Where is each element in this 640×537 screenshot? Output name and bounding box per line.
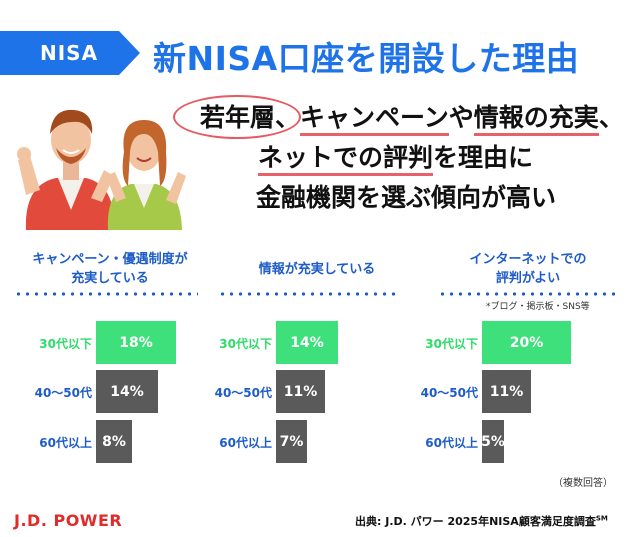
chart-title-1-line-2: 充実している [71,271,149,286]
source-text: 出典: J.D. パワー 2025年NISA顧客満足度調査 [355,515,596,528]
headline-reason: を理由に [433,143,534,172]
bar: 5% [481,420,505,463]
headline-comma: 、 [598,103,624,132]
chart-title-3-line-2: 評判がよい [495,271,561,286]
bar-value-label: 14% [290,334,324,351]
headline-line-3: 金融機関を選ぶ傾向が高い [256,183,557,212]
headline-ya: や [448,103,474,132]
page-title: 新NISA口座を開設した理由 [153,39,580,78]
headline: 若年層、キャンペーンや情報の充実、 ネットでの評判を理由に 金融機関を選ぶ傾向が… [173,95,628,218]
dotted-divider-3 [438,292,620,296]
bar: 8% [96,420,132,463]
jd-power-logo: J.D. POWER [14,511,123,530]
category-label: 60代以上 [39,436,92,450]
category-label: 60代以上 [425,436,478,450]
category-label: 40〜50代 [214,386,272,400]
nisa-banner: NISA [0,31,140,75]
bar-value-label: 11% [489,383,524,400]
chart-footnote: *ブログ・掲示板・SNS等 [486,302,590,312]
chart-title-2: 情報が充実している [217,260,417,279]
headline-line-2: ネットでの評判を理由に [198,138,628,178]
circle-highlight [173,95,301,139]
headline-info: 情報の充実 [473,103,599,136]
dotted-divider-1 [14,292,198,296]
category-label: 40〜50代 [420,386,478,400]
category-label: 30代以下 [425,337,478,351]
chart-title-1: キャンペーン・優遇制度が 充実している [10,250,210,288]
headline-campaign: キャンペーン [300,103,449,136]
category-label: 60代以上 [219,436,272,450]
people-illustration [17,109,186,230]
category-label: 30代以下 [219,337,272,351]
dotted-divider-2 [218,292,400,296]
bar-value-label: 5% [481,433,505,450]
bar-value-label: 20% [509,334,544,351]
bar-value-label: 8% [102,433,126,450]
bar: 11% [276,370,325,413]
bar-value-label: 11% [283,383,318,400]
category-label: 40〜50代 [34,386,92,400]
bar-value-label: 18% [119,334,153,351]
source-note: 出典: J.D. パワー 2025年NISA顧客満足度調査SM [355,513,608,529]
bar: 14% [96,370,158,413]
bar: 11% [482,370,531,413]
bar: 7% [276,420,307,463]
chart-title-3: インターネットでの 評判がよい [428,250,628,288]
multiple-answers-note: （複数回答） [553,478,613,489]
chart-title-3-line-1: インターネットでの [469,252,587,267]
service-mark: SM [595,514,608,523]
category-label: 30代以下 [39,337,92,351]
bar: 14% [276,321,338,364]
bar: 20% [482,321,571,364]
bar: 18% [96,321,176,364]
bar-value-label: 14% [110,383,144,400]
chart-title-2-line-1: 情報が充実している [258,262,376,277]
bar-value-label: 7% [279,433,304,450]
headline-line-1: 若年層、キャンペーンや情報の充実、 [173,95,628,139]
nisa-badge-text: NISA [40,41,99,65]
headline-reputation: ネットでの評判 [258,143,434,176]
chart-title-1-line-1: キャンペーン・優遇制度が [32,252,188,267]
